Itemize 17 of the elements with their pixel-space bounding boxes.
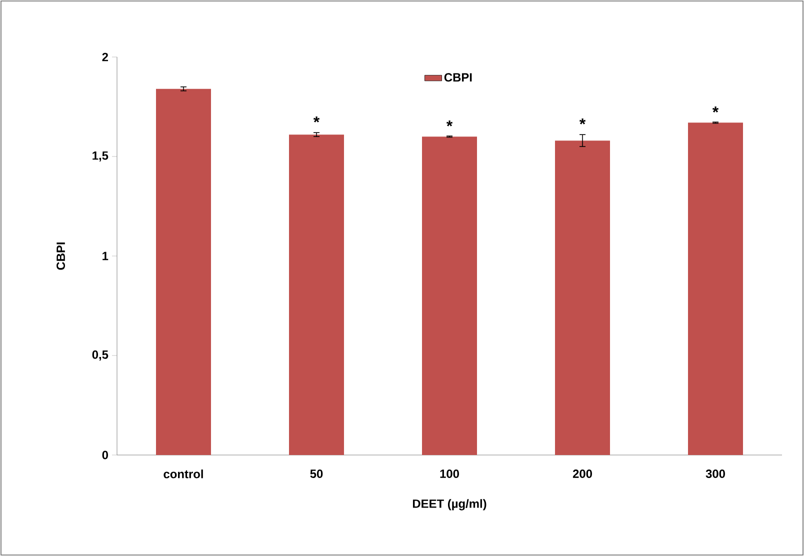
annotation: * — [712, 106, 719, 112]
y-tick-label: 1 — [102, 252, 108, 260]
x-tick-label: 300 — [706, 470, 725, 478]
legend-label: CBPI — [444, 73, 472, 82]
y-tick-label: 0 — [102, 450, 108, 460]
x-tick-label: control — [164, 470, 203, 478]
x-tick-label: 100 — [440, 470, 459, 478]
annotation: * — [446, 120, 453, 126]
x-tick-label: 50 — [310, 470, 323, 478]
y-tick-label: 2 — [102, 52, 108, 62]
x-tick-label: 200 — [572, 470, 592, 478]
y-axis-title: CBPI — [56, 242, 66, 270]
y-tick-label: 0,5 — [92, 350, 108, 361]
y-tick-label: 1,5 — [92, 151, 108, 162]
annotation: * — [579, 118, 586, 124]
annotation: * — [313, 116, 320, 122]
x-axis-title: DEET (µg/ml) — [412, 499, 486, 510]
